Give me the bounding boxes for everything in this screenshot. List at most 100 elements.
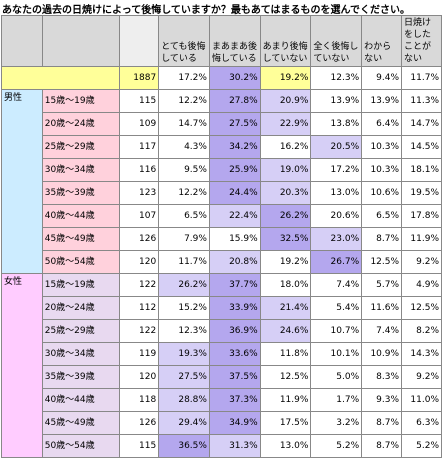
value-cell: 19.0% <box>259 158 312 182</box>
value-cell: 9.3% <box>361 388 403 412</box>
value-cell: 13.8% <box>310 112 363 136</box>
age-label: 40歳～44歳 <box>41 388 121 412</box>
value-cell: 26.2% <box>259 204 312 228</box>
age-label: 50歳～54歳 <box>41 250 121 274</box>
total-value: 9.4% <box>361 66 403 90</box>
value-cell: 6.5% <box>361 204 403 228</box>
value-cell: 9.2% <box>401 250 442 274</box>
value-cell: 20.6% <box>310 204 363 228</box>
value-cell: 18.0% <box>259 273 312 297</box>
column-header: 全く後悔していない <box>310 15 363 67</box>
sample-size: 123 <box>119 181 160 205</box>
value-cell: 9.5% <box>158 158 210 182</box>
data-row: 45歳～49歳 126 29.4% 34.9% 17.5% 3.2% 8.7% 6.3% <box>2 411 442 435</box>
value-cell: 34.9% <box>208 411 261 435</box>
data-row: 50歳～54歳 120 11.7% 20.8% 19.2% 26.7% 12.5% 9.2% <box>2 250 442 274</box>
data-row: 30歳～34歳 116 9.5% 25.9% 19.0% 17.2% 10.3% 18.1% <box>2 158 442 182</box>
age-label: 50歳～54歳 <box>41 434 121 458</box>
data-row: 25歳～29歳 122 12.3% 36.9% 24.6% 10.7% 7.4% 8.2% <box>2 319 442 343</box>
value-cell: 24.4% <box>208 181 261 205</box>
sample-size: 120 <box>119 365 160 389</box>
total-n: 1887 <box>119 66 160 90</box>
value-cell: 13.9% <box>310 89 363 113</box>
value-cell: 20.8% <box>208 250 261 274</box>
value-cell: 19.2% <box>259 250 312 274</box>
data-row: 35歳～39歳 120 27.5% 37.5% 12.5% 5.0% 8.3% 9.2% <box>2 365 442 389</box>
value-cell: 12.5% <box>401 296 442 320</box>
value-cell: 1.7% <box>310 388 363 412</box>
column-header <box>119 15 160 67</box>
chart-title: あなたの過去の日焼けによって後悔していますか？最もあてはまるものを選んでください… <box>2 5 410 16</box>
value-cell: 12.3% <box>158 319 210 343</box>
value-cell: 4.9% <box>401 273 442 297</box>
value-cell: 14.7% <box>401 112 442 136</box>
value-cell: 29.4% <box>158 411 210 435</box>
column-header: 日焼けをしたことがない <box>401 15 442 67</box>
age-label: 40歳～44歳 <box>41 204 121 228</box>
value-cell: 11.8% <box>259 342 312 366</box>
value-cell: 27.5% <box>208 112 261 136</box>
value-cell: 8.7% <box>361 434 403 458</box>
age-label: 45歳～49歳 <box>41 411 121 435</box>
age-label: 30歳～34歳 <box>41 158 121 182</box>
value-cell: 14.3% <box>401 342 442 366</box>
value-cell: 8.7% <box>361 411 403 435</box>
sample-size: 112 <box>119 296 160 320</box>
column-header <box>1 15 43 67</box>
sample-size: 120 <box>119 250 160 274</box>
data-row: 40歳～44歳 107 6.5% 22.4% 26.2% 20.6% 6.5% 17.8% <box>2 204 442 228</box>
value-cell: 37.7% <box>208 273 261 297</box>
value-cell: 8.2% <box>401 319 442 343</box>
value-cell: 10.6% <box>361 181 403 205</box>
value-cell: 11.3% <box>401 89 442 113</box>
value-cell: 14.7% <box>158 112 210 136</box>
data-row: 35歳～39歳 123 12.2% 24.4% 20.3% 13.0% 10.6% 19.5% <box>2 181 442 205</box>
value-cell: 17.8% <box>401 204 442 228</box>
value-cell: 13.0% <box>259 434 312 458</box>
value-cell: 11.9% <box>259 388 312 412</box>
value-cell: 5.7% <box>361 273 403 297</box>
age-label: 35歳～39歳 <box>41 181 121 205</box>
value-cell: 9.2% <box>401 365 442 389</box>
total-value: 12.3% <box>310 66 363 90</box>
value-cell: 27.5% <box>158 365 210 389</box>
sample-size: 115 <box>119 89 160 113</box>
age-label: 35歳～39歳 <box>41 365 121 389</box>
sample-size: 126 <box>119 411 160 435</box>
age-label: 20歳～24歳 <box>41 112 121 136</box>
data-row: 30歳～34歳 119 19.3% 33.6% 11.8% 10.1% 10.9% 14.3% <box>2 342 442 366</box>
total-value: 17.2% <box>158 66 210 90</box>
column-header: あまり後悔していない <box>259 15 312 67</box>
value-cell: 17.5% <box>259 411 312 435</box>
value-cell: 37.5% <box>208 365 261 389</box>
column-header: わからない <box>361 15 403 67</box>
column-header: とても後悔している <box>158 15 210 67</box>
column-header <box>41 15 121 67</box>
value-cell: 36.5% <box>158 434 210 458</box>
age-label: 30歳～34歳 <box>41 342 121 366</box>
value-cell: 14.5% <box>401 135 442 159</box>
value-cell: 15.9% <box>208 227 261 251</box>
value-cell: 22.9% <box>259 112 312 136</box>
value-cell: 12.5% <box>361 250 403 274</box>
value-cell: 13.0% <box>310 181 363 205</box>
value-cell: 5.0% <box>310 365 363 389</box>
group-label: 男性 <box>1 89 43 274</box>
value-cell: 11.7% <box>158 250 210 274</box>
value-cell: 6.4% <box>361 112 403 136</box>
value-cell: 26.7% <box>310 250 363 274</box>
value-cell: 34.2% <box>208 135 261 159</box>
value-cell: 27.8% <box>208 89 261 113</box>
value-cell: 36.9% <box>208 319 261 343</box>
data-row: 50歳～54歳 115 36.5% 31.3% 13.0% 5.2% 8.7% 5.2% <box>2 434 442 458</box>
sample-size: 115 <box>119 434 160 458</box>
data-row: 40歳～44歳 118 28.8% 37.3% 11.9% 1.7% 9.3% 11.0% <box>2 388 442 412</box>
value-cell: 13.9% <box>361 89 403 113</box>
value-cell: 8.3% <box>361 365 403 389</box>
value-cell: 4.3% <box>158 135 210 159</box>
total-row: 1887 17.2% 30.2% 19.2% 12.3% 9.4% 11.7% <box>0 66 442 90</box>
value-cell: 10.9% <box>361 342 403 366</box>
value-cell: 15.2% <box>158 296 210 320</box>
value-cell: 32.5% <box>259 227 312 251</box>
survey-table: とても後悔している まあまあ後悔している あまり後悔していない 全く後悔していない わか… <box>0 15 442 458</box>
